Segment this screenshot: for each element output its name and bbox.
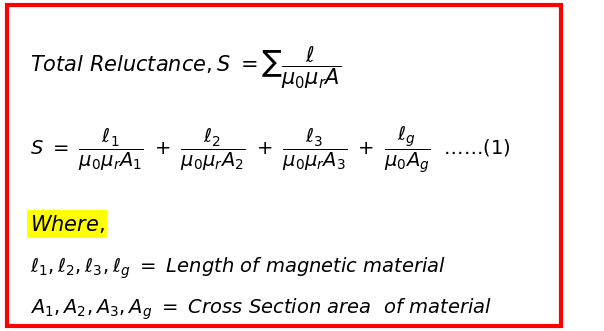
FancyBboxPatch shape (7, 5, 561, 326)
Text: $\mathit{S\ =\ \dfrac{\ell_1}{\mu_0\mu_r A_1}\ +\ \dfrac{\ell_2}{\mu_0\mu_r A_2}: $\mathit{S\ =\ \dfrac{\ell_1}{\mu_0\mu_r… (30, 123, 510, 174)
Text: $\mathit{\ell_1, \ell_2, \ell_3, \ell_g\ =\ Length\ of\ magnetic\ material}$: $\mathit{\ell_1, \ell_2, \ell_3, \ell_g\… (30, 256, 446, 281)
Text: $\mathit{Total\ Reluctance,S\ =\sum\dfrac{\ell}{\mu_0\mu_r A}}$: $\mathit{Total\ Reluctance,S\ =\sum\dfra… (30, 44, 341, 91)
Text: $\mathit{Where,}$: $\mathit{Where,}$ (30, 213, 104, 235)
Text: $\mathit{A_1, A_2, A_3, A_g\ =\ Cross\ Section\ area\ \ of\ material}$: $\mathit{A_1, A_2, A_3, A_g\ =\ Cross\ S… (30, 297, 492, 322)
